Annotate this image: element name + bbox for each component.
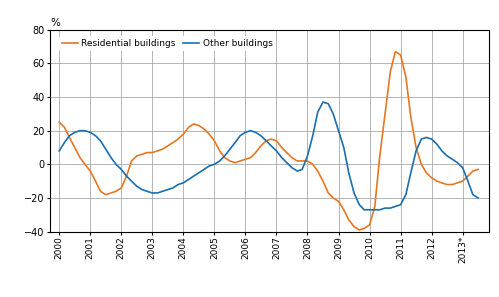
Other buildings	[155, 191, 161, 195]
Residential buildings	[392, 50, 398, 53]
Line: Residential buildings: Residential buildings	[59, 52, 478, 230]
Legend: Residential buildings, Other buildings: Residential buildings, Other buildings	[59, 36, 275, 51]
Other buildings	[56, 149, 62, 153]
Other buildings	[392, 205, 398, 208]
Residential buildings	[56, 121, 62, 124]
Residential buildings	[403, 75, 409, 79]
Line: Other buildings: Other buildings	[59, 102, 478, 210]
Other buildings	[475, 196, 481, 200]
Residential buildings	[356, 228, 362, 232]
Residential buildings	[175, 137, 181, 141]
Residential buildings	[387, 70, 393, 74]
Other buildings	[320, 100, 326, 104]
Residential buildings	[170, 141, 176, 144]
Residential buildings	[155, 149, 161, 153]
Text: %: %	[50, 18, 60, 28]
Residential buildings	[475, 168, 481, 171]
Other buildings	[175, 183, 181, 186]
Residential buildings	[252, 151, 258, 154]
Other buildings	[361, 208, 367, 211]
Other buildings	[403, 193, 409, 196]
Other buildings	[170, 186, 176, 190]
Other buildings	[252, 131, 258, 134]
